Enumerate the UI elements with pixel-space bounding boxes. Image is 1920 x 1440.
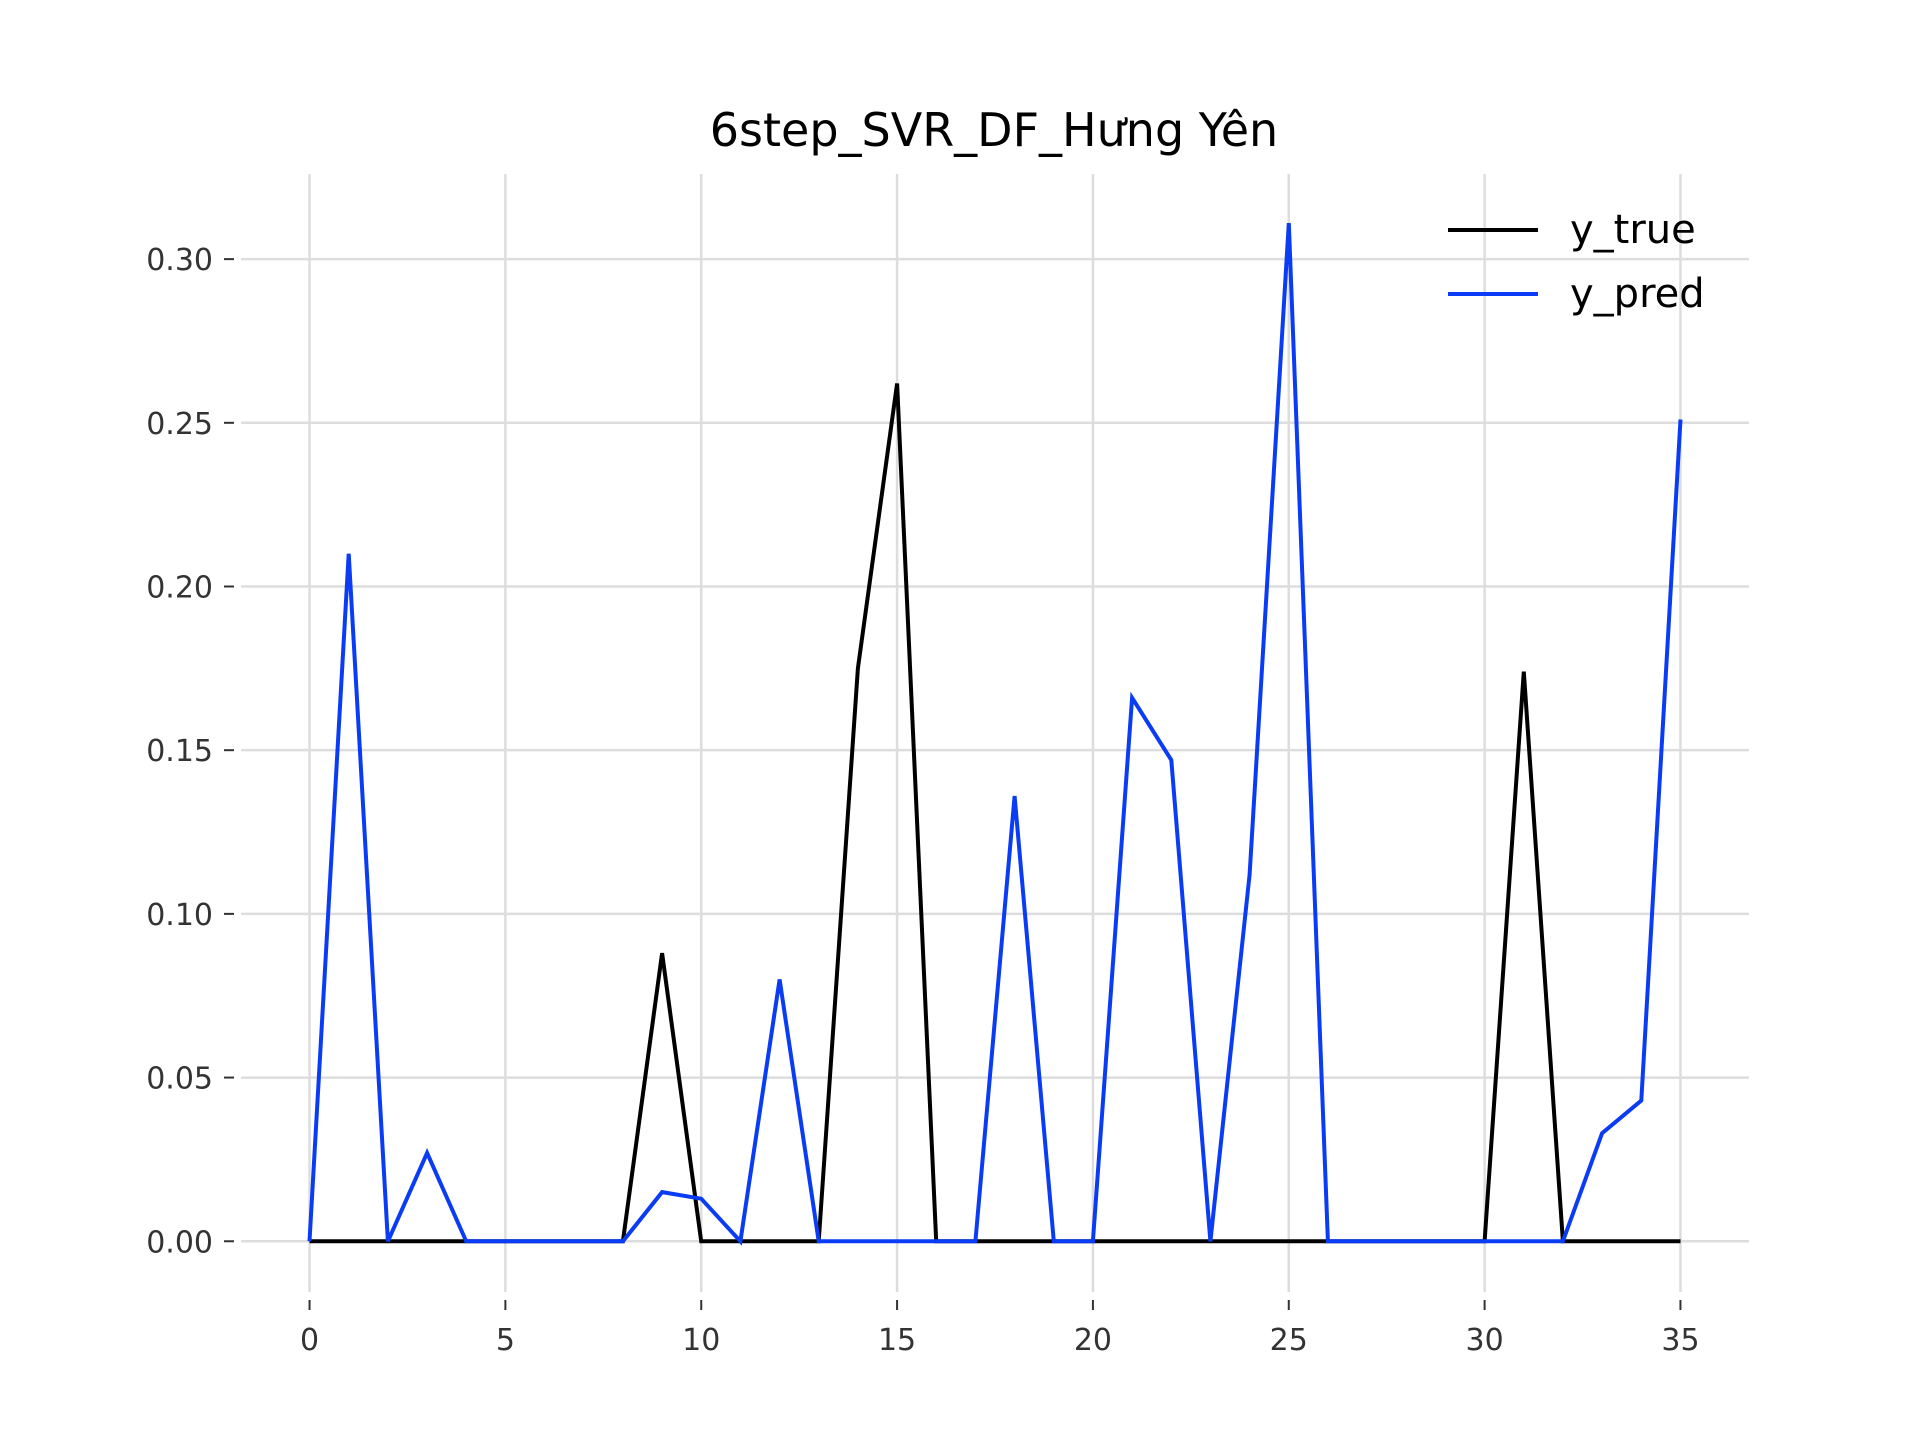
x-tick-label: 30 — [1466, 1323, 1504, 1358]
x-tick-label: 20 — [1074, 1323, 1112, 1358]
y-tick-label: 0.15 — [146, 734, 213, 769]
x-tick-label: 0 — [300, 1323, 319, 1358]
y-tick-label: 0.20 — [146, 570, 213, 605]
y-tick-label: 0.25 — [146, 407, 213, 442]
chart-title: 6step_SVR_DF_Hưng Yên — [710, 103, 1278, 157]
y-tick-label: 0.05 — [146, 1062, 213, 1097]
series-line-y-pred — [307, 222, 1683, 1246]
y-tick-label: 0.10 — [146, 898, 213, 933]
x-tick-label: 35 — [1661, 1323, 1699, 1358]
legend: y_true y_pred — [1448, 207, 1705, 317]
x-axis: 0 5 10 15 20 25 30 35 — [300, 1300, 1700, 1358]
x-tick-label: 10 — [682, 1323, 720, 1358]
series-lines — [307, 222, 1683, 1246]
series-line-y-true — [309, 383, 1681, 1244]
legend-label-y-pred: y_pred — [1570, 271, 1705, 317]
x-tick-label: 5 — [496, 1323, 515, 1358]
y-axis: 0.00 0.05 0.10 0.15 0.20 0.25 0.30 — [146, 243, 234, 1260]
y-tick-label: 0.00 — [146, 1225, 213, 1260]
x-tick-label: 15 — [878, 1323, 916, 1358]
legend-label-y-true: y_true — [1570, 207, 1696, 253]
x-tick-label: 25 — [1270, 1323, 1308, 1358]
x-gridlines — [308, 174, 1682, 1292]
y-tick-label: 0.30 — [146, 243, 213, 278]
y-gridlines — [241, 257, 1749, 1243]
